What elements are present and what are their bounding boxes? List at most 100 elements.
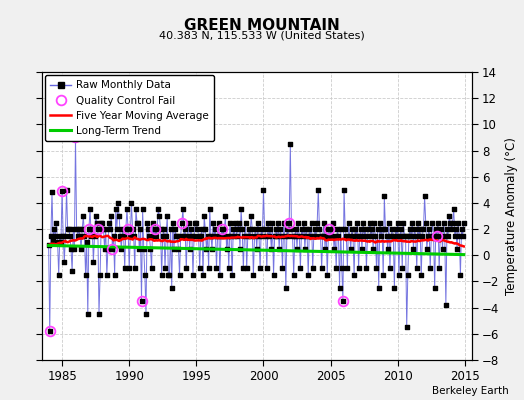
Point: [217, 232, 225, 239]
Point: [79, 213, 88, 219]
Point: [189, 272, 197, 278]
Point: [363, 232, 372, 239]
Point: [367, 232, 375, 239]
Point: [241, 232, 249, 239]
Point: [219, 232, 227, 239]
Point: [123, 206, 131, 213]
Point: [294, 219, 302, 226]
Point: [80, 232, 89, 239]
Point: [326, 232, 335, 239]
Point: [93, 219, 101, 226]
Point: [450, 206, 458, 213]
Point: [199, 272, 207, 278]
Point: [293, 246, 301, 252]
Point: [252, 226, 260, 232]
Point: [355, 232, 364, 239]
Point: [245, 226, 253, 232]
Point: [49, 236, 57, 243]
Point: [182, 265, 190, 272]
Point: [233, 232, 241, 239]
Point: [324, 232, 333, 239]
Point: [249, 272, 258, 278]
Point: [424, 232, 432, 239]
Point: [204, 265, 213, 272]
Point: [56, 232, 64, 239]
Point: [264, 219, 272, 226]
Point: [457, 226, 466, 232]
Point: [302, 226, 310, 232]
Point: [159, 232, 167, 239]
Point: [312, 232, 320, 239]
Point: [406, 226, 414, 232]
Point: [265, 232, 273, 239]
Point: [91, 213, 100, 219]
Point: [181, 226, 189, 232]
Point: [102, 226, 110, 232]
Point: [101, 246, 109, 252]
Point: [106, 226, 114, 232]
Point: [429, 232, 438, 239]
Point: [440, 219, 448, 226]
Point: [442, 302, 450, 308]
Point: [122, 226, 130, 232]
Point: [216, 272, 224, 278]
Point: [402, 324, 411, 330]
Point: [392, 232, 401, 239]
Point: [151, 226, 159, 232]
Point: [195, 265, 204, 272]
Point: [447, 226, 456, 232]
Point: [112, 206, 120, 213]
Point: [225, 265, 233, 272]
Point: [147, 265, 156, 272]
Point: [329, 219, 337, 226]
Point: [446, 219, 454, 226]
Point: [361, 226, 369, 232]
Point: [223, 232, 232, 239]
Point: [456, 272, 465, 278]
Point: [111, 272, 119, 278]
Point: [332, 265, 341, 272]
Point: [214, 219, 223, 226]
Point: [410, 226, 419, 232]
Point: [385, 219, 393, 226]
Point: [150, 232, 158, 239]
Point: [334, 232, 343, 239]
Point: [139, 246, 148, 252]
Point: [58, 188, 66, 194]
Point: [270, 232, 279, 239]
Point: [135, 246, 144, 252]
Point: [142, 311, 150, 317]
Point: [132, 206, 140, 213]
Point: [433, 232, 441, 239]
Point: [116, 232, 124, 239]
Point: [173, 232, 181, 239]
Point: [398, 265, 407, 272]
Point: [227, 232, 235, 239]
Point: [292, 226, 300, 232]
Point: [153, 226, 161, 232]
Point: [86, 206, 94, 213]
Point: [140, 272, 149, 278]
Point: [444, 232, 452, 239]
Point: [84, 311, 92, 317]
Point: [54, 272, 63, 278]
Point: [284, 232, 292, 239]
Point: [421, 219, 430, 226]
Point: [354, 265, 363, 272]
Point: [222, 246, 231, 252]
Point: [259, 187, 268, 193]
Point: [114, 200, 122, 206]
Point: [74, 226, 83, 232]
Point: [196, 232, 205, 239]
Point: [97, 219, 105, 226]
Point: [110, 232, 118, 239]
Point: [226, 219, 234, 226]
Point: [71, 134, 80, 141]
Point: [76, 232, 84, 239]
Point: [185, 246, 194, 252]
Point: [310, 232, 318, 239]
Point: [194, 232, 203, 239]
Point: [180, 232, 188, 239]
Point: [127, 200, 136, 206]
Point: [272, 232, 281, 239]
